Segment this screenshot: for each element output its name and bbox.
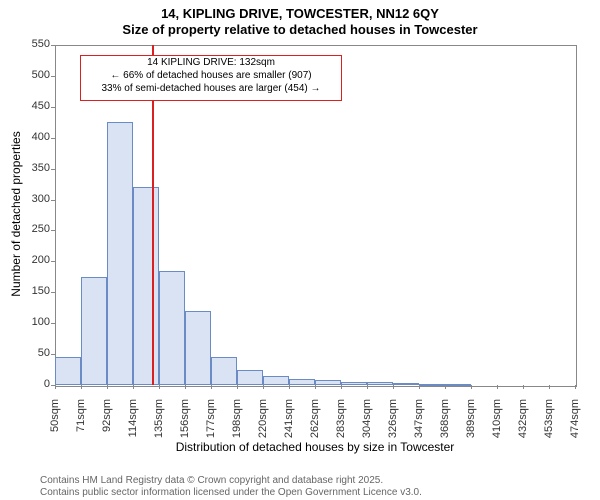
- histogram-bar: [315, 380, 341, 385]
- footnote-line-2: Contains public sector information licen…: [40, 487, 422, 498]
- x-tick-label: 326sqm: [387, 399, 399, 449]
- x-tick-mark: [471, 385, 472, 389]
- x-tick-mark: [185, 385, 186, 389]
- histogram-bar: [237, 370, 263, 385]
- x-tick-mark: [445, 385, 446, 389]
- x-tick-label: 177sqm: [205, 399, 217, 449]
- y-tick-label: 300: [20, 193, 50, 205]
- x-tick-mark: [107, 385, 108, 389]
- x-tick-label: 389sqm: [465, 399, 477, 449]
- annotation-box: 14 KIPLING DRIVE: 132sqm← 66% of detache…: [80, 55, 342, 101]
- chart-container: 14, KIPLING DRIVE, TOWCESTER, NN12 6QY S…: [0, 0, 600, 500]
- x-tick-mark: [419, 385, 420, 389]
- x-tick-label: 453sqm: [543, 399, 555, 449]
- histogram-bar: [185, 311, 211, 385]
- y-tick-label: 450: [20, 100, 50, 112]
- y-tick-label: 200: [20, 254, 50, 266]
- x-tick-label: 220sqm: [257, 399, 269, 449]
- x-tick-mark: [237, 385, 238, 389]
- y-tick-mark: [51, 354, 55, 355]
- y-tick-label: 50: [20, 347, 50, 359]
- x-tick-label: 135sqm: [153, 399, 165, 449]
- histogram-bar: [107, 122, 133, 385]
- x-tick-label: 71sqm: [75, 399, 87, 449]
- histogram-bar: [55, 357, 81, 385]
- y-tick-mark: [51, 200, 55, 201]
- x-tick-mark: [133, 385, 134, 389]
- x-tick-label: 347sqm: [413, 399, 425, 449]
- y-tick-mark: [51, 261, 55, 262]
- x-tick-mark: [289, 385, 290, 389]
- x-tick-label: 156sqm: [179, 399, 191, 449]
- x-tick-mark: [159, 385, 160, 389]
- y-tick-label: 100: [20, 316, 50, 328]
- histogram-bar: [263, 376, 289, 385]
- annotation-line-2: ← 66% of detached houses are smaller (90…: [81, 69, 341, 82]
- y-tick-mark: [51, 45, 55, 46]
- y-tick-mark: [51, 76, 55, 77]
- x-tick-mark: [523, 385, 524, 389]
- x-tick-mark: [211, 385, 212, 389]
- x-tick-mark: [263, 385, 264, 389]
- x-tick-label: 304sqm: [361, 399, 373, 449]
- y-tick-mark: [51, 230, 55, 231]
- histogram-bar: [289, 379, 315, 385]
- x-tick-mark: [81, 385, 82, 389]
- x-tick-label: 432sqm: [517, 399, 529, 449]
- x-tick-label: 50sqm: [49, 399, 61, 449]
- x-tick-mark: [367, 385, 368, 389]
- histogram-bar: [133, 187, 159, 385]
- x-tick-mark: [549, 385, 550, 389]
- title-line-1: 14, KIPLING DRIVE, TOWCESTER, NN12 6QY: [0, 0, 600, 22]
- y-tick-label: 350: [20, 162, 50, 174]
- y-tick-label: 250: [20, 223, 50, 235]
- y-tick-mark: [51, 169, 55, 170]
- histogram-bar: [419, 384, 445, 386]
- x-tick-mark: [55, 385, 56, 389]
- annotation-line-1: 14 KIPLING DRIVE: 132sqm: [81, 56, 341, 69]
- histogram-bar: [341, 382, 367, 385]
- y-tick-mark: [51, 323, 55, 324]
- y-tick-label: 0: [20, 378, 50, 390]
- x-tick-label: 368sqm: [439, 399, 451, 449]
- y-tick-mark: [51, 107, 55, 108]
- histogram-bar: [211, 357, 237, 385]
- x-tick-label: 410sqm: [491, 399, 503, 449]
- y-axis-label: Number of detached properties: [9, 44, 23, 384]
- x-tick-label: 283sqm: [335, 399, 347, 449]
- title-line-2: Size of property relative to detached ho…: [0, 22, 600, 38]
- x-tick-mark: [575, 385, 576, 389]
- histogram-bar: [393, 383, 419, 385]
- histogram-bar: [81, 277, 107, 385]
- x-tick-label: 92sqm: [101, 399, 113, 449]
- footnote-line-1: Contains HM Land Registry data © Crown c…: [40, 475, 383, 486]
- x-tick-mark: [393, 385, 394, 389]
- y-tick-mark: [51, 292, 55, 293]
- histogram-bar: [445, 384, 471, 386]
- annotation-line-3: 33% of semi-detached houses are larger (…: [81, 82, 341, 95]
- y-tick-mark: [51, 138, 55, 139]
- x-tick-mark: [341, 385, 342, 389]
- y-tick-label: 500: [20, 69, 50, 81]
- x-tick-mark: [497, 385, 498, 389]
- x-tick-label: 241sqm: [283, 399, 295, 449]
- histogram-bar: [367, 382, 393, 385]
- x-tick-label: 114sqm: [127, 399, 139, 449]
- y-tick-label: 550: [20, 38, 50, 50]
- x-tick-label: 474sqm: [569, 399, 581, 449]
- x-tick-label: 262sqm: [309, 399, 321, 449]
- y-tick-label: 150: [20, 285, 50, 297]
- x-tick-label: 198sqm: [231, 399, 243, 449]
- y-tick-label: 400: [20, 131, 50, 143]
- histogram-bar: [159, 271, 185, 385]
- x-tick-mark: [315, 385, 316, 389]
